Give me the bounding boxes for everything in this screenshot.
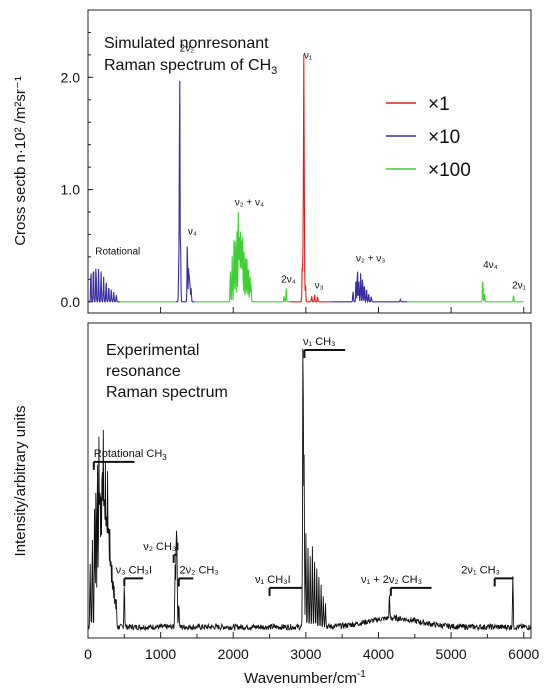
bottom-annotation-2: ν₂ CH₃I: [143, 541, 179, 553]
bottom-plot-frame: [87, 322, 532, 639]
top-series-line-4: [289, 54, 308, 303]
top-annotation-8: 4ν₄: [483, 260, 498, 271]
bottom-y-axis-label: Intensity/arbitrary units: [12, 406, 29, 557]
top-annotation-3: ν₂ + ν₄: [235, 197, 264, 208]
top-title-line-1: Simulated nonresonant: [104, 35, 269, 52]
legend-label-0: ×1: [428, 94, 450, 115]
x-tick-label-2: 2000: [218, 646, 249, 662]
legend: ×1 ×10 ×100: [386, 94, 471, 181]
legend-label-2: ×100: [428, 160, 471, 181]
legend-label-1: ×10: [428, 127, 460, 148]
x-tick-label-1: 1000: [145, 646, 176, 662]
top-annotation-4: 2ν₄: [281, 275, 296, 286]
x-tick-label-4: 4000: [363, 646, 394, 662]
top-panel: 0.0 1.0 2.0 Rotational 2ν₂ ν₄ ν₂ + ν₄ 2ν₄ ν₃ ν₂ …: [12, 9, 532, 314]
top-series-line-0: [88, 268, 120, 303]
top-y-ticks: 0.0 1.0 2.0: [61, 31, 93, 310]
x-tick-label-0: 0: [84, 646, 92, 662]
x-tick-label-3: 3000: [290, 646, 321, 662]
bottom-title-line-3: Raman spectrum: [106, 384, 228, 401]
top-series-group: [88, 54, 524, 304]
top-plot-frame: [87, 9, 532, 314]
top-series-line-5: [307, 294, 331, 303]
top-y-tick-label-2: 2.0: [61, 69, 81, 85]
top-title-line-2: Raman spectrum of CH3: [104, 57, 277, 77]
bottom-annotation-1: ν₃ CH₃I: [116, 564, 152, 576]
top-annotation-0: Rotational: [95, 247, 140, 258]
top-y-axis-label: Cross sectb n·10² /m²sr⁻¹: [12, 76, 29, 246]
top-series-line-7: [407, 282, 524, 303]
top-series-line-2: [175, 80, 195, 303]
top-y-tick-label-1: 1.0: [61, 182, 81, 198]
top-series-line-6: [330, 271, 408, 304]
bottom-series-group: [87, 348, 532, 632]
bottom-annotation-5: ν₁ CH₃: [303, 336, 336, 348]
x-tick-label-6: 6000: [508, 646, 539, 662]
top-annotations: Rotational 2ν₂ ν₄ ν₂ + ν₄ 2ν₄ ν₃ ν₂ + ν₃ ν₁ 4ν₄ 2…: [95, 44, 526, 292]
bottom-annotation-6: ν₁ + 2ν₂ CH₃: [361, 574, 422, 586]
top-series-line-3: [194, 211, 290, 303]
bottom-annotation-4: ν₁ CH₃I: [255, 574, 291, 586]
bottom-annotation-0: Rotational CH3: [94, 448, 167, 462]
bottom-annotation-3: 2ν₂ CH₃: [180, 564, 219, 576]
bottom-title-line-2: resonance: [106, 363, 181, 380]
top-annotation-7: ν₁: [304, 50, 313, 61]
top-annotation-9: 2ν₁: [512, 280, 527, 291]
x-tick-label-5: 5000: [436, 646, 467, 662]
bottom-annotation-7: 2ν₁ CH₃: [461, 564, 500, 576]
bottom-title-line-1: Experimental: [106, 342, 199, 359]
top-annotation-2: ν₄: [188, 226, 197, 237]
bottom-series-line-0: [87, 348, 532, 632]
top-annotation-1: 2ν₂: [180, 44, 195, 55]
top-annotation-5: ν₃: [315, 280, 324, 291]
top-y-tick-label-0: 0.0: [61, 294, 81, 310]
top-annotation-6: ν₂ + ν₃: [356, 253, 385, 264]
x-axis: 0 1000 2000 3000 4000 5000 6000: [84, 307, 540, 662]
x-axis-label: Wavenumber/cm-1: [244, 669, 366, 687]
